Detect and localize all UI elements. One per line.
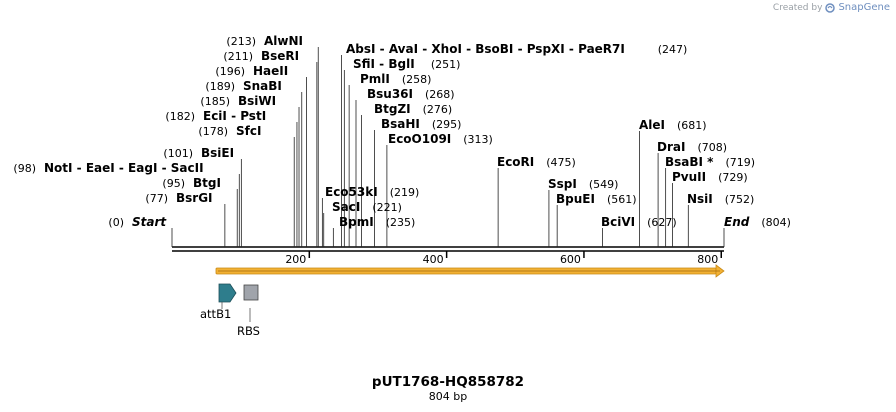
site-position-ecii: (182)	[165, 110, 195, 123]
site-name-btgzi[interactable]: BtgZI	[374, 102, 411, 116]
site-position-btgzi: (276)	[423, 103, 453, 116]
site-name-nsii[interactable]: NsiI	[687, 192, 713, 206]
snapgene-logo-icon	[825, 2, 836, 13]
site-name-bsrgi[interactable]: BsrGI	[176, 191, 213, 205]
site-position-drai: (708)	[697, 141, 727, 154]
site-name-bsu36i[interactable]: Bsu36I	[367, 87, 413, 101]
site-position-bsu36i: (268)	[425, 88, 455, 101]
site-name-snabi[interactable]: SnaBI	[243, 79, 282, 93]
site-name-bsabi[interactable]: BsaBI *	[665, 155, 714, 169]
site-position-bsiwi: (185)	[200, 95, 230, 108]
site-name-pvuii[interactable]: PvuII	[672, 170, 706, 184]
site-name-ecori[interactable]: EcoRI	[497, 155, 534, 169]
site-name-pmli[interactable]: PmlI	[360, 72, 390, 86]
site-position-bpmi: (235)	[386, 216, 416, 229]
site-name-eco53ki[interactable]: Eco53kI	[325, 185, 378, 199]
site-name-noti[interactable]: NotI - EaeI - EagI - SacII	[44, 161, 204, 175]
site-labels: Start (0) BsrGI (77) BtgI (95) NotI - EaeI - E…	[13, 34, 791, 229]
site-name-bsahi[interactable]: BsaHI	[381, 117, 420, 131]
site-position-pvuii: (729)	[718, 171, 748, 184]
site-position-sspi: (549)	[589, 178, 619, 191]
site-name-bsiei[interactable]: BsiEI	[201, 146, 234, 160]
site-position-saci: (221)	[372, 201, 402, 214]
site-position-end: (804)	[761, 216, 791, 229]
site-name-bpmi[interactable]: BpmI	[339, 215, 374, 229]
site-position-absi: (247)	[658, 43, 688, 56]
site-position-btgi: (95)	[162, 177, 185, 190]
site-position-noti: (98)	[13, 162, 36, 175]
site-position-snabi: (189)	[205, 80, 235, 93]
ruler-tick-label: 200	[285, 253, 306, 266]
ruler-tick-label: 600	[560, 253, 581, 266]
site-position-eco53ki: (219)	[390, 186, 420, 199]
site-name-saci[interactable]: SacI	[332, 200, 360, 214]
site-position-bsabi: (719)	[725, 156, 755, 169]
site-position-haeii: (196)	[215, 65, 245, 78]
credit-prefix: Created by	[772, 2, 823, 13]
site-name-ecoo109i[interactable]: EcoO109I	[388, 132, 451, 146]
feature-attb1[interactable]: attB1	[200, 283, 237, 321]
site-position-nsii: (752)	[725, 193, 755, 206]
site-position-sfci: (178)	[198, 125, 228, 138]
site-name-sfci[interactable]: SfcI	[236, 124, 261, 138]
site-name-sfii[interactable]: SfiI - BglI	[353, 57, 415, 71]
site-position-ecori: (475)	[546, 156, 576, 169]
site-position-start: (0)	[108, 216, 124, 229]
site-position-bcivi: (627)	[647, 216, 677, 229]
feature-label-rbs: RBS	[237, 324, 260, 338]
credit-brand: SnapGene	[838, 2, 890, 13]
snapgene-credit: Created by SnapGene	[773, 2, 890, 13]
cut-site-lines	[171, 47, 725, 247]
site-name-bcivi[interactable]: BciVI	[601, 215, 635, 229]
ruler-tick-label: 800	[697, 253, 718, 266]
site-name-haeii[interactable]: HaeII	[253, 64, 288, 78]
site-name-ecii[interactable]: EciI - PstI	[203, 109, 266, 123]
site-name-btgi[interactable]: BtgI	[193, 176, 221, 190]
dna-backbone	[172, 246, 724, 252]
feature-rbs[interactable]: RBS	[237, 284, 260, 338]
ruler-ticks: 200 400 600 800	[285, 251, 723, 266]
site-name-alei[interactable]: AleI	[639, 118, 665, 132]
site-name-bseri[interactable]: BseRI	[261, 49, 299, 63]
site-position-alwni: (213)	[226, 35, 256, 48]
site-name-start[interactable]: Start	[132, 215, 167, 229]
site-name-end[interactable]: End	[724, 215, 750, 229]
site-position-bseri: (211)	[223, 50, 253, 63]
site-name-bpuei[interactable]: BpuEI	[556, 192, 595, 206]
site-position-bpuei: (561)	[607, 193, 637, 206]
site-name-bsiwi[interactable]: BsiWI	[238, 94, 276, 108]
site-name-sspi[interactable]: SspI	[548, 177, 577, 191]
feature-label-attb1: attB1	[200, 307, 231, 321]
site-position-alei: (681)	[677, 119, 707, 132]
ruler-tick-label: 400	[423, 253, 444, 266]
site-position-bsiei: (101)	[163, 147, 193, 160]
map-length: 804 bp	[429, 390, 467, 403]
site-position-bsahi: (295)	[432, 118, 462, 131]
map-title: pUT1768-HQ858782	[372, 374, 524, 390]
site-position-pmli: (258)	[402, 73, 432, 86]
site-name-absi[interactable]: AbsI - AvaI - XhoI - BsoBI - PspXI - Pae…	[346, 42, 625, 56]
orf-arrow[interactable]	[215, 264, 725, 278]
site-name-alwni[interactable]: AlwNI	[264, 34, 303, 48]
site-position-ecoo109i: (313)	[463, 133, 493, 146]
site-position-sfii: (251)	[431, 58, 461, 71]
site-name-drai[interactable]: DraI	[657, 140, 685, 154]
site-position-bsrgi: (77)	[145, 192, 168, 205]
